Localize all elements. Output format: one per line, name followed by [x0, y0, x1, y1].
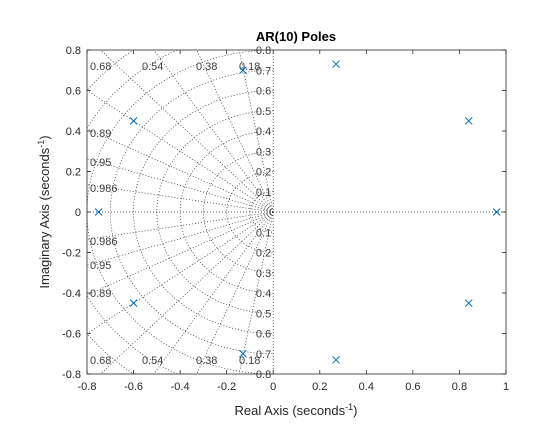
damping-ray: [87, 184, 274, 213]
x-tick-label: 1: [503, 381, 509, 393]
x-tick-label: 0: [270, 381, 276, 393]
y-tick-label: -0.4: [62, 288, 81, 300]
x-tick-label: -0.8: [78, 381, 97, 393]
frequency-circle: [203, 150, 274, 274]
axes-box: [86, 49, 507, 375]
damping-label: 0.986: [90, 183, 118, 195]
markers-layer: [94, 60, 501, 364]
damping-label: 0.68: [90, 355, 111, 367]
damping-label: 0.68: [90, 61, 111, 73]
frequency-label: 0.3: [256, 146, 271, 158]
chart-title: AR(10) Poles: [256, 29, 336, 44]
x-axis-label: Real Axis (seconds-1): [235, 402, 358, 418]
x-tick-label: 0.6: [405, 381, 420, 393]
x-axis-label-end: ): [353, 403, 357, 418]
frequency-label: 0.3: [256, 268, 271, 280]
grid-layer: [87, 50, 506, 374]
y-tick-label: 0.6: [66, 86, 81, 98]
x-axis-label-text: Real Axis (seconds: [235, 403, 346, 418]
damping-label: 0.54: [142, 61, 163, 73]
frequency-label: 0.4: [256, 126, 271, 138]
frequency-label: 0.6: [256, 86, 271, 98]
damping-label: 0.95: [90, 157, 111, 169]
damping-label: 0.18: [239, 355, 260, 367]
damping-label: 0.38: [196, 355, 217, 367]
damping-label: 0.18: [239, 61, 260, 73]
damping-label: 0.89: [90, 288, 111, 300]
x-tick-label: -0.4: [171, 381, 190, 393]
y-axis-label-end: ): [37, 135, 52, 139]
damping-ray: [87, 211, 274, 240]
frequency-label: 0.2: [256, 167, 271, 179]
y-axis-label-text: Imaginary Axis (seconds: [37, 147, 52, 288]
x-tick-label: -0.2: [217, 381, 236, 393]
x-tick-label: 0.8: [452, 381, 467, 393]
pole-marker: [332, 355, 340, 364]
axes-layer: [86, 49, 507, 375]
damping-ray: [238, 211, 274, 374]
frequency-circle: [156, 110, 274, 314]
frequency-label: 0.2: [256, 248, 271, 260]
frequency-circle: [133, 90, 274, 334]
y-tick-label: 0.2: [66, 167, 81, 179]
frequency-label: 0.4: [256, 288, 271, 300]
frequency-label: 0.7: [256, 349, 271, 361]
pole-marker: [239, 66, 247, 75]
pole-marker: [129, 117, 138, 125]
ticks-layer: -0.8 -0.6 -0.4 -0.2 0 0.2 0.4 0.6 0.8 10.80.60.40…: [62, 45, 509, 393]
x-tick-label: 0.4: [359, 381, 374, 393]
frequency-label: 0.6: [256, 329, 271, 341]
y-tick-label: 0.8: [66, 45, 81, 57]
grid-labels-layer: 0.68 0.68 0.54 0.54 0.38 0.38 0.18 0.18 0.89 0.89…: [90, 45, 271, 381]
x-tick-label: -0.6: [124, 381, 143, 393]
damping-label: 0.54: [142, 355, 163, 367]
y-tick-label: -0.6: [62, 329, 81, 341]
y-tick-label: -0.2: [62, 248, 81, 260]
frequency-label: 0.7: [256, 65, 271, 77]
damping-ray: [238, 50, 274, 213]
damping-ray: [100, 211, 274, 374]
frequency-label: 0.1: [256, 187, 271, 199]
y-axis-label-exponent: -1: [36, 140, 46, 148]
pole-marker: [464, 117, 473, 125]
damping-label: 0.89: [90, 128, 111, 140]
damping-label: 0.38: [196, 61, 217, 73]
y-tick-label: -0.8: [62, 369, 81, 381]
frequency-label: 0.8: [256, 45, 271, 57]
damping-label: 0.986: [90, 236, 118, 248]
frequency-label: 0.8: [256, 369, 271, 381]
frequency-circle: [249, 191, 274, 233]
y-axis-label: Imaginary Axis (seconds-1): [36, 135, 52, 288]
pole-marker: [492, 208, 501, 216]
pole-marker: [239, 349, 247, 358]
frequency-label: 0.5: [256, 106, 271, 118]
frequency-label: 0.1: [256, 227, 271, 239]
y-tick-label: 0: [75, 207, 81, 219]
damping-ray: [100, 50, 274, 213]
x-tick-label: 0.2: [312, 381, 327, 393]
frequency-label: 0.5: [256, 308, 271, 320]
x-axis-label-exponent: -1: [345, 402, 353, 412]
pole-marker: [94, 208, 103, 216]
pole-marker: [464, 299, 473, 307]
damping-label: 0.95: [90, 260, 111, 272]
pole-marker: [129, 299, 138, 307]
pole-marker: [332, 60, 340, 69]
y-tick-label: 0.4: [66, 126, 81, 138]
